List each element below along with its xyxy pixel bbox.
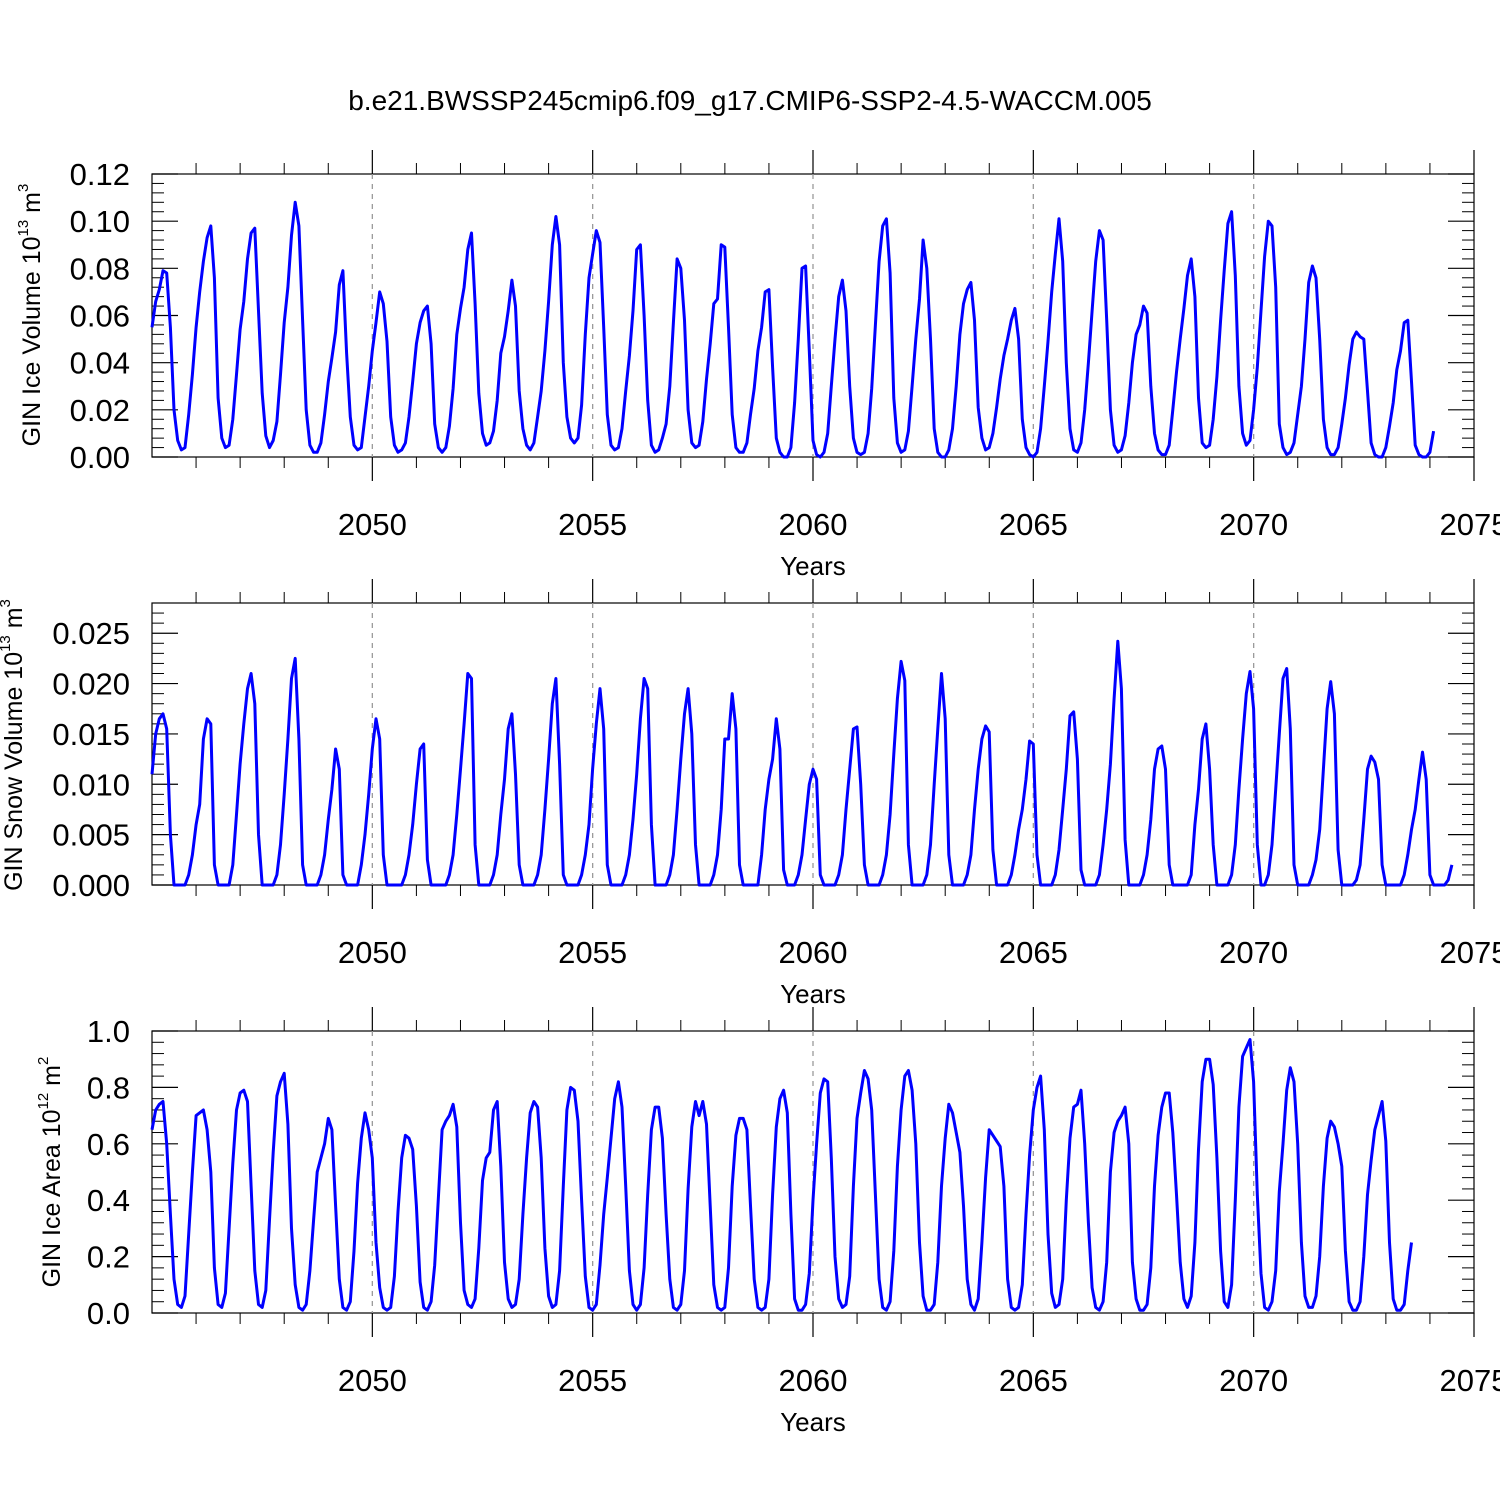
x-tick-label: 2075 — [1440, 1363, 1500, 1398]
y-axis-label: GIN Snow Volume 1013 m3 — [0, 599, 28, 891]
y-tick-label: 0.00 — [70, 440, 130, 475]
y-tick-label: 0.02 — [70, 393, 130, 428]
y-axis-label-exponent: 13 — [15, 220, 32, 237]
x-tick-label: 2055 — [558, 935, 627, 970]
x-tick-label: 2050 — [338, 935, 407, 970]
x-tick-label: 2060 — [779, 1363, 848, 1398]
y-tick-label: 0.12 — [70, 157, 130, 192]
x-tick-labels: 2050 2055 2060 2065 2070 2075 — [338, 935, 1500, 970]
x-tick-label: 2070 — [1219, 507, 1288, 542]
x-tick-label: 2060 — [779, 935, 848, 970]
x-axis-label: Years — [780, 979, 846, 1009]
x-tick-label: 2050 — [338, 507, 407, 542]
y-tick-label: 0.4 — [87, 1183, 130, 1218]
panel-ice-area: 2050 2055 2060 2065 2070 2075 0.0 0.2 0.4 0.6 0.8… — [35, 1007, 1500, 1437]
x-tick-label: 2065 — [999, 507, 1068, 542]
y-tick-label: 0.06 — [70, 299, 130, 334]
y-tick-label: 0.6 — [87, 1127, 130, 1162]
x-axis-label: Years — [780, 551, 846, 581]
series-line-ice-area — [150, 1038, 1413, 1312]
y-tick-label: 0.010 — [52, 767, 130, 802]
x-axis-label: Years — [780, 1407, 846, 1437]
series-line-snow-volume — [150, 639, 1454, 887]
y-tick-label: 0.020 — [52, 667, 130, 702]
y-axis-label-main: GIN Ice Volume 10 — [18, 236, 46, 446]
x-tick-label: 2055 — [558, 507, 627, 542]
tick-marks — [152, 150, 1475, 481]
x-tick-label: 2055 — [558, 1363, 627, 1398]
y-axis-label-main: GIN Ice Area 10 — [38, 1109, 66, 1287]
y-tick-label: 0.025 — [52, 616, 130, 651]
x-tick-label: 2075 — [1440, 935, 1500, 970]
y-axis-label: GIN Ice Area 1012 m2 — [35, 1057, 66, 1288]
x-tick-label: 2065 — [999, 1363, 1068, 1398]
y-axis-label-unit: m — [0, 607, 28, 635]
y-tick-labels: 0.00 0.02 0.04 0.06 0.08 0.10 0.12 — [70, 157, 130, 475]
y-axis-label-unit: m — [38, 1065, 66, 1093]
x-tick-labels: 2050 2055 2060 2065 2070 2075 — [338, 507, 1500, 542]
y-axis-label-exponent: 13 — [0, 635, 14, 652]
x-tick-label: 2075 — [1440, 507, 1500, 542]
y-tick-label: 0.8 — [87, 1070, 130, 1105]
tick-marks — [152, 1007, 1475, 1337]
y-tick-label: 0.10 — [70, 204, 130, 239]
x-grid — [371, 174, 1255, 457]
tick-marks — [152, 579, 1475, 909]
y-tick-label: 0.08 — [70, 251, 130, 286]
y-axis-label-main: GIN Snow Volume 10 — [0, 652, 28, 891]
x-tick-labels: 2050 2055 2060 2065 2070 2075 — [338, 1363, 1500, 1398]
y-axis-label-unit-exponent: 3 — [0, 599, 14, 607]
x-tick-label: 2060 — [779, 507, 848, 542]
figure-title: b.e21.BWSSP245cmip6.f09_g17.CMIP6-SSP2-4… — [348, 85, 1152, 116]
series-line-ice-volume — [150, 200, 1436, 459]
x-tick-label: 2050 — [338, 1363, 407, 1398]
y-axis-label-unit-exponent: 2 — [35, 1057, 52, 1065]
x-tick-label: 2070 — [1219, 935, 1288, 970]
y-axis-label-exponent: 12 — [35, 1093, 52, 1110]
y-axis-label-unit-exponent: 3 — [15, 184, 32, 192]
y-tick-label: 0.0 — [87, 1296, 130, 1331]
panel-snow-volume: 2050 2055 2060 2065 2070 2075 0.000 0.005 0.010… — [0, 579, 1500, 1009]
y-axis-label: GIN Ice Volume 1013 m3 — [15, 184, 46, 447]
y-tick-label: 0.000 — [52, 868, 130, 903]
y-tick-label: 0.04 — [70, 346, 130, 381]
y-tick-label: 0.015 — [52, 717, 130, 752]
x-tick-label: 2065 — [999, 935, 1068, 970]
y-axis-label-unit: m — [18, 192, 46, 220]
x-tick-label: 2070 — [1219, 1363, 1288, 1398]
y-tick-label: 1.0 — [87, 1014, 130, 1049]
panel-ice-volume: 2050 2055 2060 2065 2070 2075 0.000.020.040.0… — [15, 150, 1500, 581]
y-tick-labels: 0.0 0.2 0.4 0.6 0.8 1.0 — [87, 1014, 130, 1331]
y-tick-label: 0.2 — [87, 1240, 130, 1275]
y-tick-labels: 0.000 0.005 0.010 0.015 0.020 0.025 — [52, 616, 130, 903]
y-tick-label: 0.005 — [52, 818, 130, 853]
